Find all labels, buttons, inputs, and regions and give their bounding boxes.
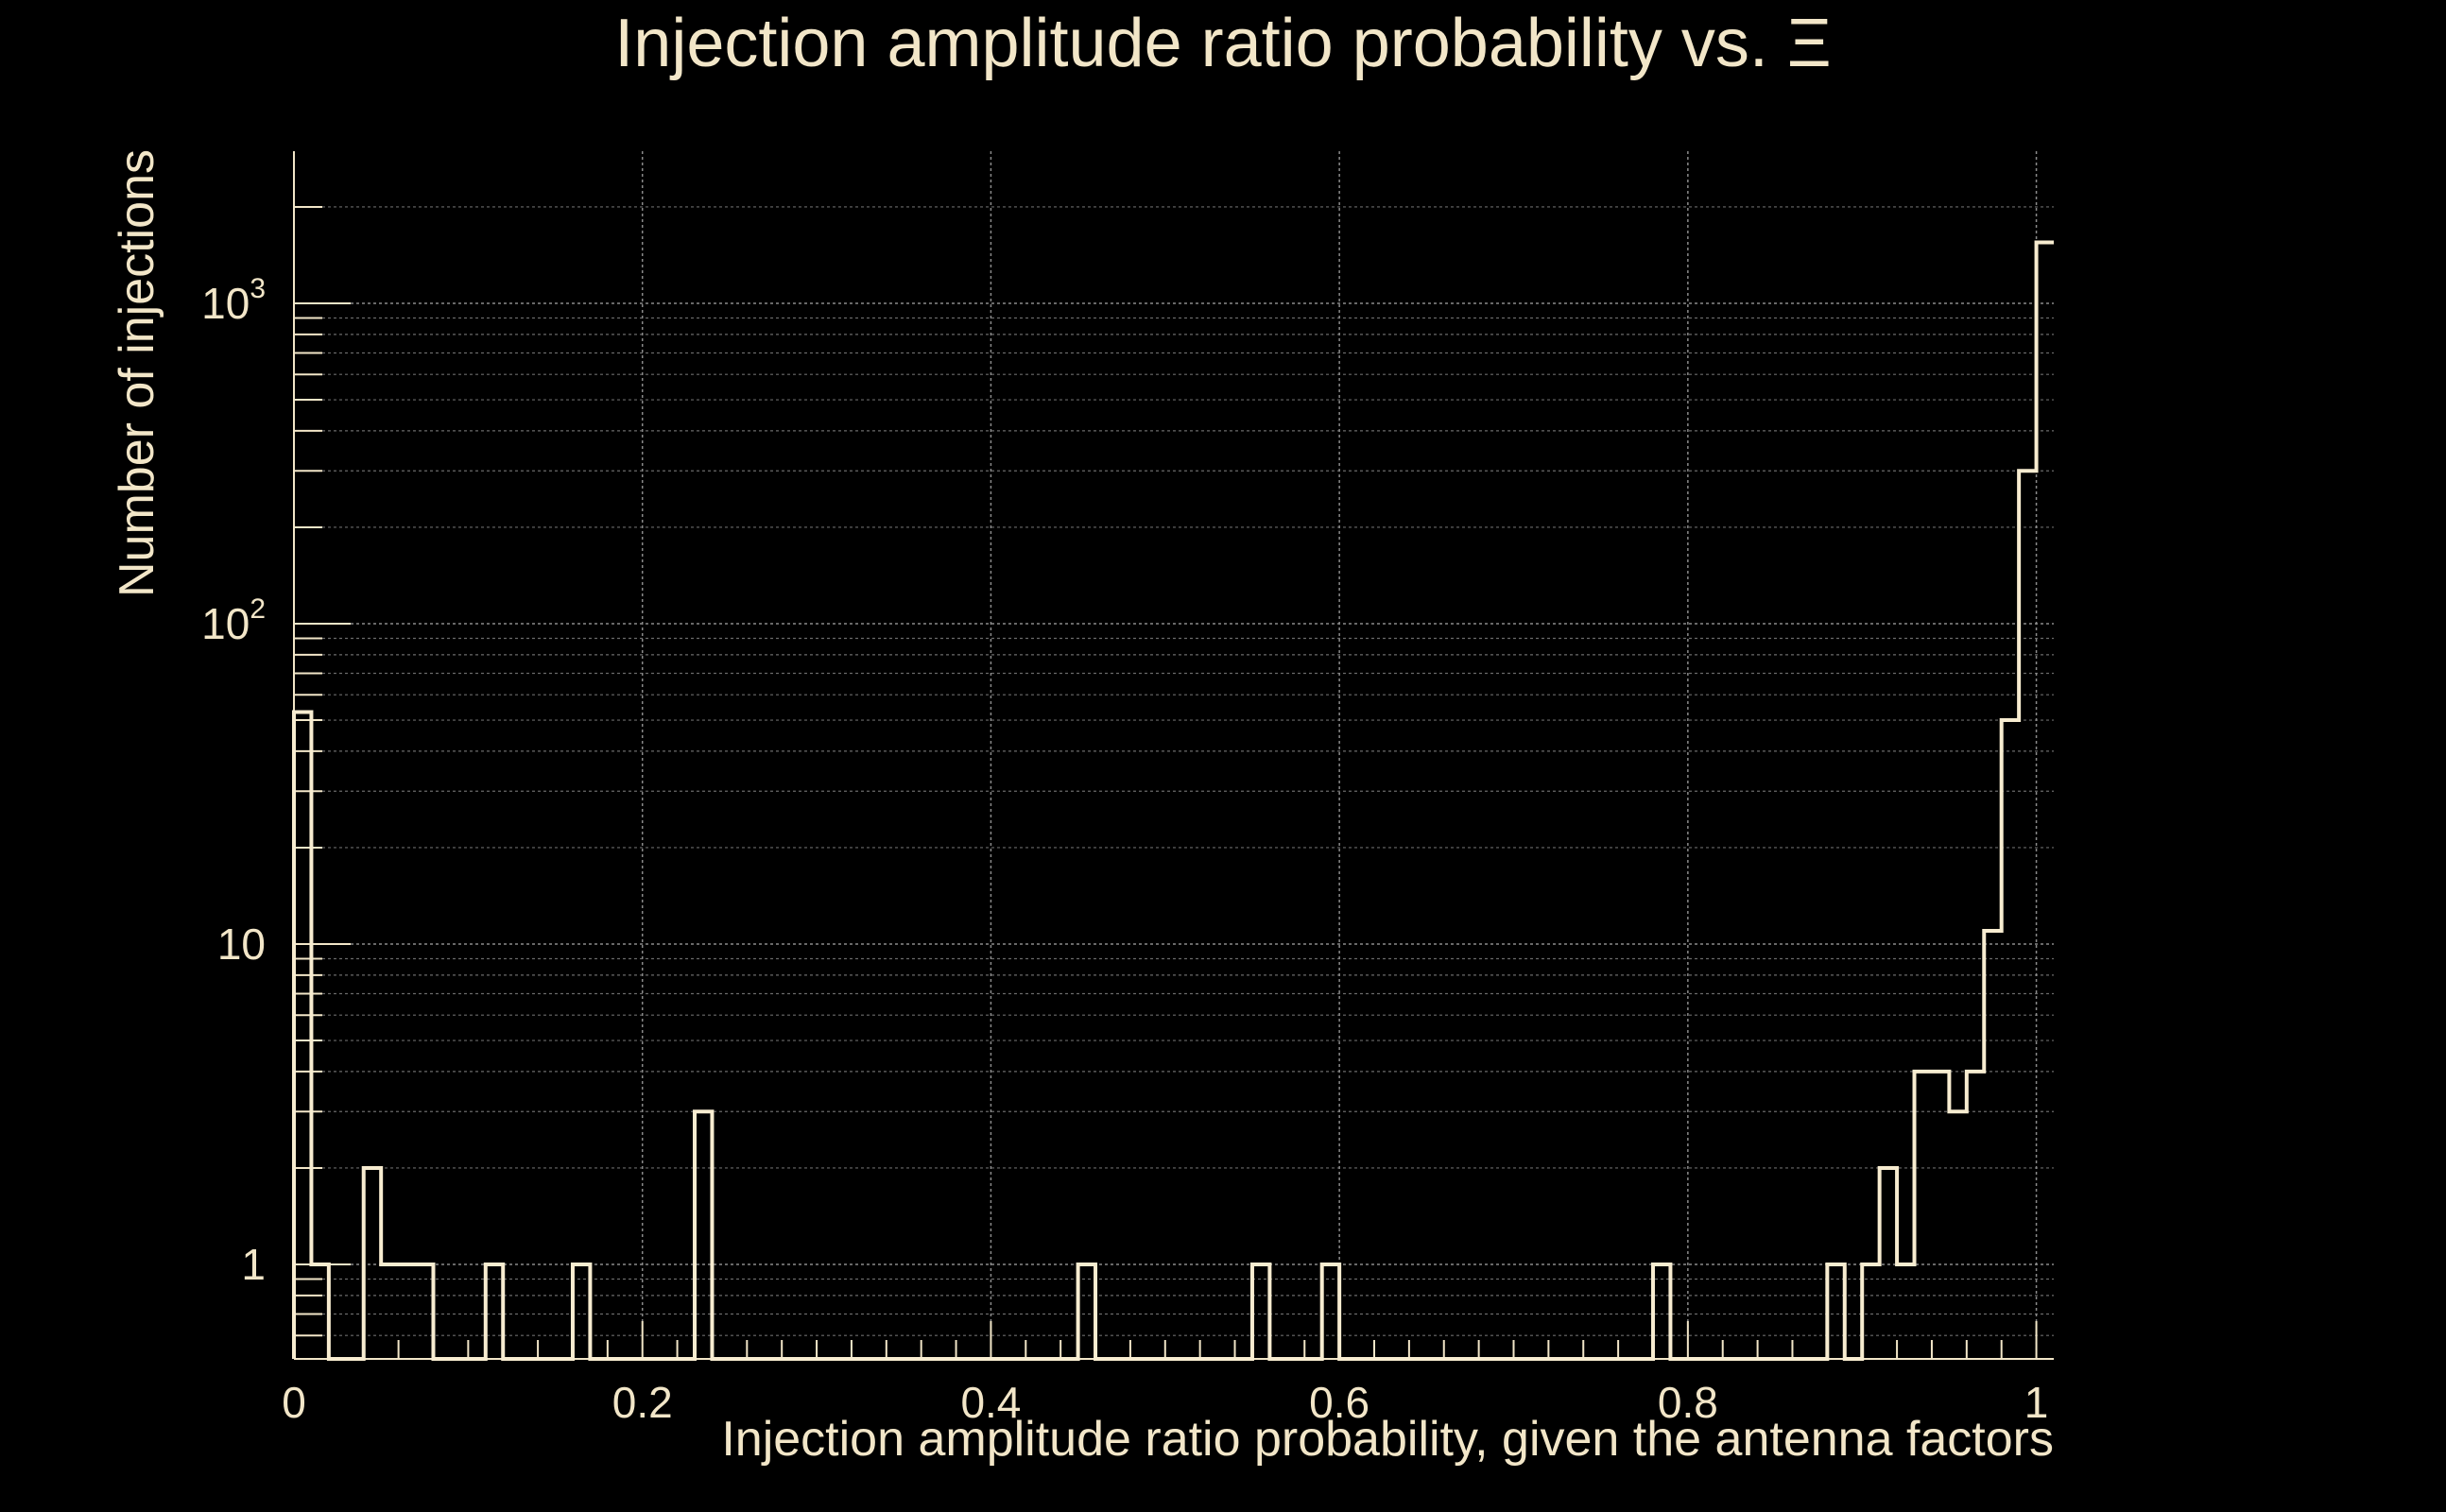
x-tick-label: 0.4 [960,1378,1021,1427]
y-axis-label: Number of injections [110,149,164,597]
y-tick-label: 1 [241,1240,266,1289]
x-tick-label: 0 [282,1378,306,1427]
x-tick-label: 0.6 [1309,1378,1369,1427]
x-tick-label: 1 [2024,1378,2049,1427]
y-tick-label: 103 [201,273,266,328]
histogram-series [292,240,2054,1361]
x-axis-label: Injection amplitude ratio probability, g… [721,1412,2054,1467]
y-tick-label: 102 [201,593,266,648]
y-tick-label: 10 [217,919,266,969]
x-tick-label: 0.2 [612,1378,673,1427]
chart-title: Injection amplitude ratio probability vs… [614,6,1831,81]
x-axis-ticks: 0 0.2 0.4 0.6 0.8 1 [282,1378,2048,1427]
y-axis-ticks: 1 10 102 103 [201,273,266,1289]
axes [293,151,2054,1360]
grid [293,151,2054,1359]
x-tick-label: 0.8 [1658,1378,1718,1427]
